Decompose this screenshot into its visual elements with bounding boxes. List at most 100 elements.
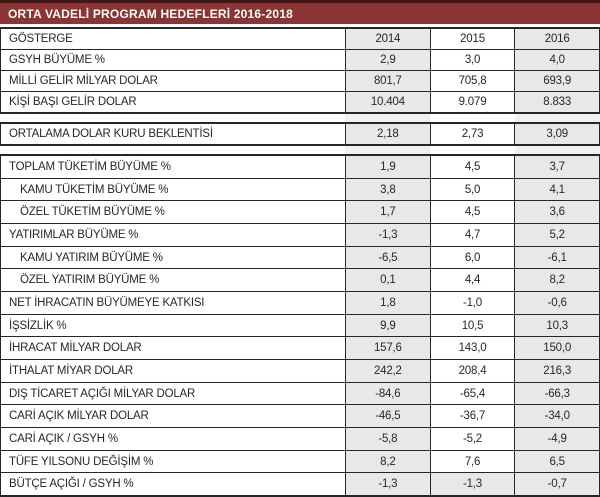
value-cell: 693,9 [514,71,600,91]
table-title: ORTA VADELİ PROGRAM HEDEFLERİ 2016-2018 [8,6,293,21]
value-cell: 10.404 [345,92,430,112]
value-cell: 4,0 [514,50,600,70]
gap-stripe-2016 [515,146,600,154]
value-cell: -1,0 [429,292,515,314]
table-row: TÜFE YILSONU DEĞİŞİM % 8,2 7,6 6,5 [1,449,600,473]
table-row: ÖZEL TÜKETİM BÜYÜME % 1,7 4,5 3,6 [1,200,600,224]
value-cell: 2,18 [345,124,430,144]
value-cell: 7,6 [429,450,515,473]
indicator-label: ORTALAMA DOLAR KURU BEKLENTİSİ [9,128,213,140]
section-dollar-rate: ORTALAMA DOLAR KURU BEKLENTİSİ 2,18 2,73 3,… [0,122,600,146]
value-cell: 5,0 [429,178,515,201]
section-main-indicators: TOPLAM TÜKETİM BÜYÜME % 1,9 4,5 3,7 KAMU TÜK… [0,154,600,497]
indicator-label: TOPLAM TÜKETİM BÜYÜME % [9,160,171,173]
value-cell: 3,0 [429,50,515,70]
column-header-year: 2016 [514,29,600,49]
gap-stripe-2014 [345,114,430,122]
indicator-label: NET İHRACATIN BÜYÜMEYE KATKISI [9,296,205,309]
gap-stripe-2016 [515,114,600,122]
value-cell: -1,3 [429,473,515,496]
value-cell: -84,6 [345,382,430,405]
indicator-label: MİLLİ GELİR MİLYAR DOLAR [9,75,158,87]
value-cell: 4,1 [514,178,600,201]
value-cell: 143,0 [429,337,515,360]
table-row: BÜTÇE AÇIĞI / GSYH % -1,3 -1,3 -0,7 [1,472,600,496]
value-cell: 10,3 [514,314,600,337]
table-row: KİŞİ BAŞI GELİR DOLAR 10.404 9.079 8.833 [1,91,600,112]
column-header-gosterge: GÖSTERGE [9,33,73,45]
indicator-label: GSYH BÜYÜME % [9,54,105,66]
value-cell: 6,0 [429,246,515,269]
gap-stripe-2015 [430,114,515,122]
value-cell: -0,7 [514,473,600,496]
table-row: KAMU TÜKETİM BÜYÜME % 3,8 5,0 4,1 [1,177,600,201]
value-cell: -4,9 [514,428,600,450]
value-cell: 3,7 [514,156,600,178]
value-cell: 8.833 [514,92,600,112]
value-cell: 8,2 [345,450,430,473]
table-row: DIŞ TİCARET AÇIĞI MİLYAR DOLAR -84,6 -65,4… [1,381,600,405]
value-cell: 1,9 [345,156,430,178]
value-cell: -65,4 [429,382,515,405]
value-cell: 157,6 [345,337,430,360]
value-cell: -1,3 [345,473,430,496]
value-cell: 3,6 [514,201,600,224]
value-cell: 801,7 [345,71,430,91]
table-row: MİLLİ GELİR MİLYAR DOLAR 801,7 705,8 693,9 [1,70,600,91]
value-cell: 4,7 [429,224,515,246]
table-title-bar: ORTA VADELİ PROGRAM HEDEFLERİ 2016-2018 [0,0,600,24]
value-cell: 1,7 [345,201,430,224]
indicator-label: ÖZEL YATIRIM BÜYÜME % [20,274,160,287]
value-cell: 5,2 [514,224,600,246]
table-row: İHRACAT MİLYAR DOLAR 157,6 143,0 150,0 [1,336,600,360]
value-cell: -46,5 [345,405,430,428]
value-cell: 3,09 [514,124,600,144]
value-cell: 0,1 [345,269,430,292]
value-cell: 9,9 [345,314,430,337]
indicator-label: KAMU YATIRIM BÜYÜME % [20,251,163,264]
section-gap [0,146,600,154]
section-gap [0,114,600,122]
value-cell: -34,0 [514,405,600,428]
value-cell: 9.079 [429,92,515,112]
table-row: YATIRIMLAR BÜYÜME % -1,3 4,7 5,2 [1,223,600,246]
value-cell: -5,8 [345,428,430,450]
indicator-label: DIŞ TİCARET AÇIĞI MİLYAR DOLAR [9,387,196,400]
value-cell: 216,3 [514,360,600,382]
indicator-label: İHRACAT MİLYAR DOLAR [9,342,142,355]
value-cell: 6,5 [514,450,600,473]
table-row: NET İHRACATIN BÜYÜMEYE KATKISI 1,8 -1,0 -0,… [1,291,600,314]
table-row: KAMU YATIRIM BÜYÜME % -6,5 6,0 -6,1 [1,245,600,269]
table-row: CARİ AÇIK / GSYH % -5,8 -5,2 -4,9 [1,427,600,450]
table-row: İŞSİZLİK % 9,9 10,5 10,3 [1,313,600,337]
indicator-label: KAMU TÜKETİM BÜYÜME % [20,183,169,196]
table-row: TOPLAM TÜKETİM BÜYÜME % 1,9 4,5 3,7 [1,156,600,178]
indicator-label: YATIRIMLAR BÜYÜME % [9,228,139,241]
gap-stripe-2014 [345,146,430,154]
indicator-label: ÖZEL TÜKETİM BÜYÜME % [20,206,165,219]
value-cell: 4,5 [429,201,515,224]
indicator-label: İTHALAT MİYAR DOLAR [9,364,134,377]
value-cell: 2,9 [345,50,430,70]
table-row: İTHALAT MİYAR DOLAR 242,2 208,4 216,3 [1,359,600,382]
value-cell: -36,7 [429,405,515,428]
gap-label-spacer [0,114,345,122]
indicator-label: KİŞİ BAŞI GELİR DOLAR [9,96,137,108]
column-header-year: 2015 [429,29,515,49]
value-cell: -66,3 [514,382,600,405]
indicator-label: BÜTÇE AÇIĞI / GSYH % [9,478,134,491]
value-cell: -5,2 [429,428,515,450]
table-row: CARİ AÇIK MİLYAR DOLAR -46,5 -36,7 -34,0 [1,404,600,428]
value-cell: -1,3 [345,224,430,246]
value-cell: 4,5 [429,156,515,178]
table-row: GSYH BÜYÜME % 2,9 3,0 4,0 [1,49,600,70]
value-cell: 10,5 [429,314,515,337]
indicator-label: CARİ AÇIK / GSYH % [9,432,118,445]
indicator-label: İŞSİZLİK % [9,319,67,332]
value-cell: 3,8 [345,178,430,201]
table-header-row: GÖSTERGE 2014 2015 2016 [1,29,600,49]
gap-stripe-2015 [430,146,515,154]
table-row: ÖZEL YATIRIM BÜYÜME % 0,1 4,4 8,2 [1,268,600,292]
value-cell: 705,8 [429,71,515,91]
